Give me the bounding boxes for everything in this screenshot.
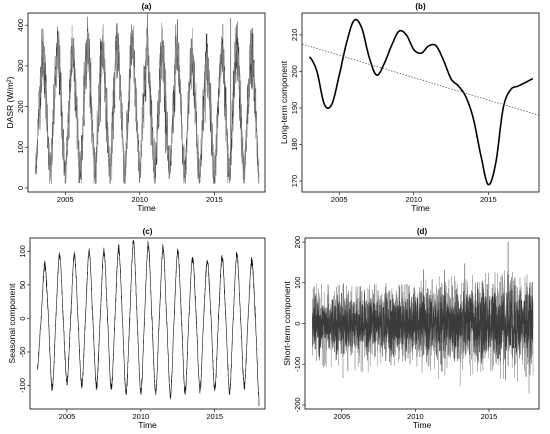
trend-line [302, 43, 539, 116]
y-tick-label: -50 [18, 347, 27, 358]
x-tick-label: 2015 [480, 195, 497, 204]
y-tick-label: 50 [18, 281, 27, 289]
y-tick-label: 200 [290, 65, 299, 78]
panel-d: (d) 2005 2010 2015 -200 -100 0 100 200 Time Short-… [282, 227, 540, 430]
x-tick-label: 2010 [131, 195, 148, 204]
y-axis-label: Short-term component [282, 281, 292, 366]
x-tick-label: 2010 [407, 412, 424, 421]
y-tick-label: 0 [18, 316, 27, 320]
x-tick-label: 2005 [333, 412, 350, 421]
x-axis-label: Time [138, 420, 157, 430]
plot-area [302, 18, 539, 186]
panel-title: (c) [143, 227, 153, 236]
y-tick-label: -200 [293, 397, 302, 412]
y-tick-label: 100 [16, 141, 25, 154]
short-term-line [312, 263, 534, 381]
plot-frame [301, 12, 540, 193]
y-tick-label: 100 [293, 277, 302, 290]
long-term-line [308, 18, 534, 186]
x-tick-label: 2015 [206, 412, 223, 421]
plot-area [35, 13, 260, 185]
plot-frame [29, 237, 266, 410]
y-tick-label: 300 [16, 60, 25, 73]
y-tick-label: 0 [293, 321, 302, 325]
y-tick-label: -100 [18, 378, 27, 393]
y-axis-label: DASR (W/m²) [5, 76, 15, 128]
seasonal-line [37, 239, 260, 407]
y-tick-label: 0 [16, 186, 25, 190]
y-tick-label: 180 [290, 138, 299, 151]
y-tick-label: -100 [293, 357, 302, 372]
y-axis-label: Seasonal component [7, 283, 17, 364]
x-tick-label: 2015 [481, 412, 498, 421]
x-axis-label: Time [137, 203, 156, 213]
y-tick-label: 170 [290, 175, 299, 188]
x-axis-label: Time [411, 203, 430, 213]
y-tick-label: 210 [290, 29, 299, 42]
plot-frame [27, 12, 266, 193]
panel-b: (b) 2005 2010 2015 170 180 190 200 210 Time Long-t… [279, 2, 540, 213]
panel-c: (c) 2005 2010 2015 -100 -50 0 50 100 Time Seasonal… [7, 227, 266, 430]
y-tick-label: 100 [18, 245, 27, 258]
x-tick-label: 2005 [59, 412, 76, 421]
series-line [35, 13, 260, 184]
y-tick-label: 190 [290, 102, 299, 115]
panel-title: (a) [142, 2, 152, 11]
series-line-overlay [35, 22, 260, 185]
x-tick-label: 2005 [331, 195, 348, 204]
plot-area [312, 242, 534, 394]
panel-title: (b) [415, 2, 426, 11]
x-tick-label: 2005 [57, 195, 74, 204]
y-tick-label: 200 [293, 236, 302, 249]
x-tick-label: 2010 [405, 195, 422, 204]
y-axis-label: Long-term component [279, 60, 289, 144]
plot-area [37, 239, 260, 407]
x-tick-label: 2015 [206, 195, 223, 204]
panel-title: (d) [417, 227, 428, 236]
panel-a: (a) 2005 2010 2015 0 100 200 300 400 Time DASR (W/… [5, 2, 266, 213]
x-axis-label: Time [413, 420, 432, 430]
y-tick-label: 400 [16, 19, 25, 32]
x-tick-label: 2010 [133, 412, 150, 421]
y-tick-label: 200 [16, 100, 25, 113]
